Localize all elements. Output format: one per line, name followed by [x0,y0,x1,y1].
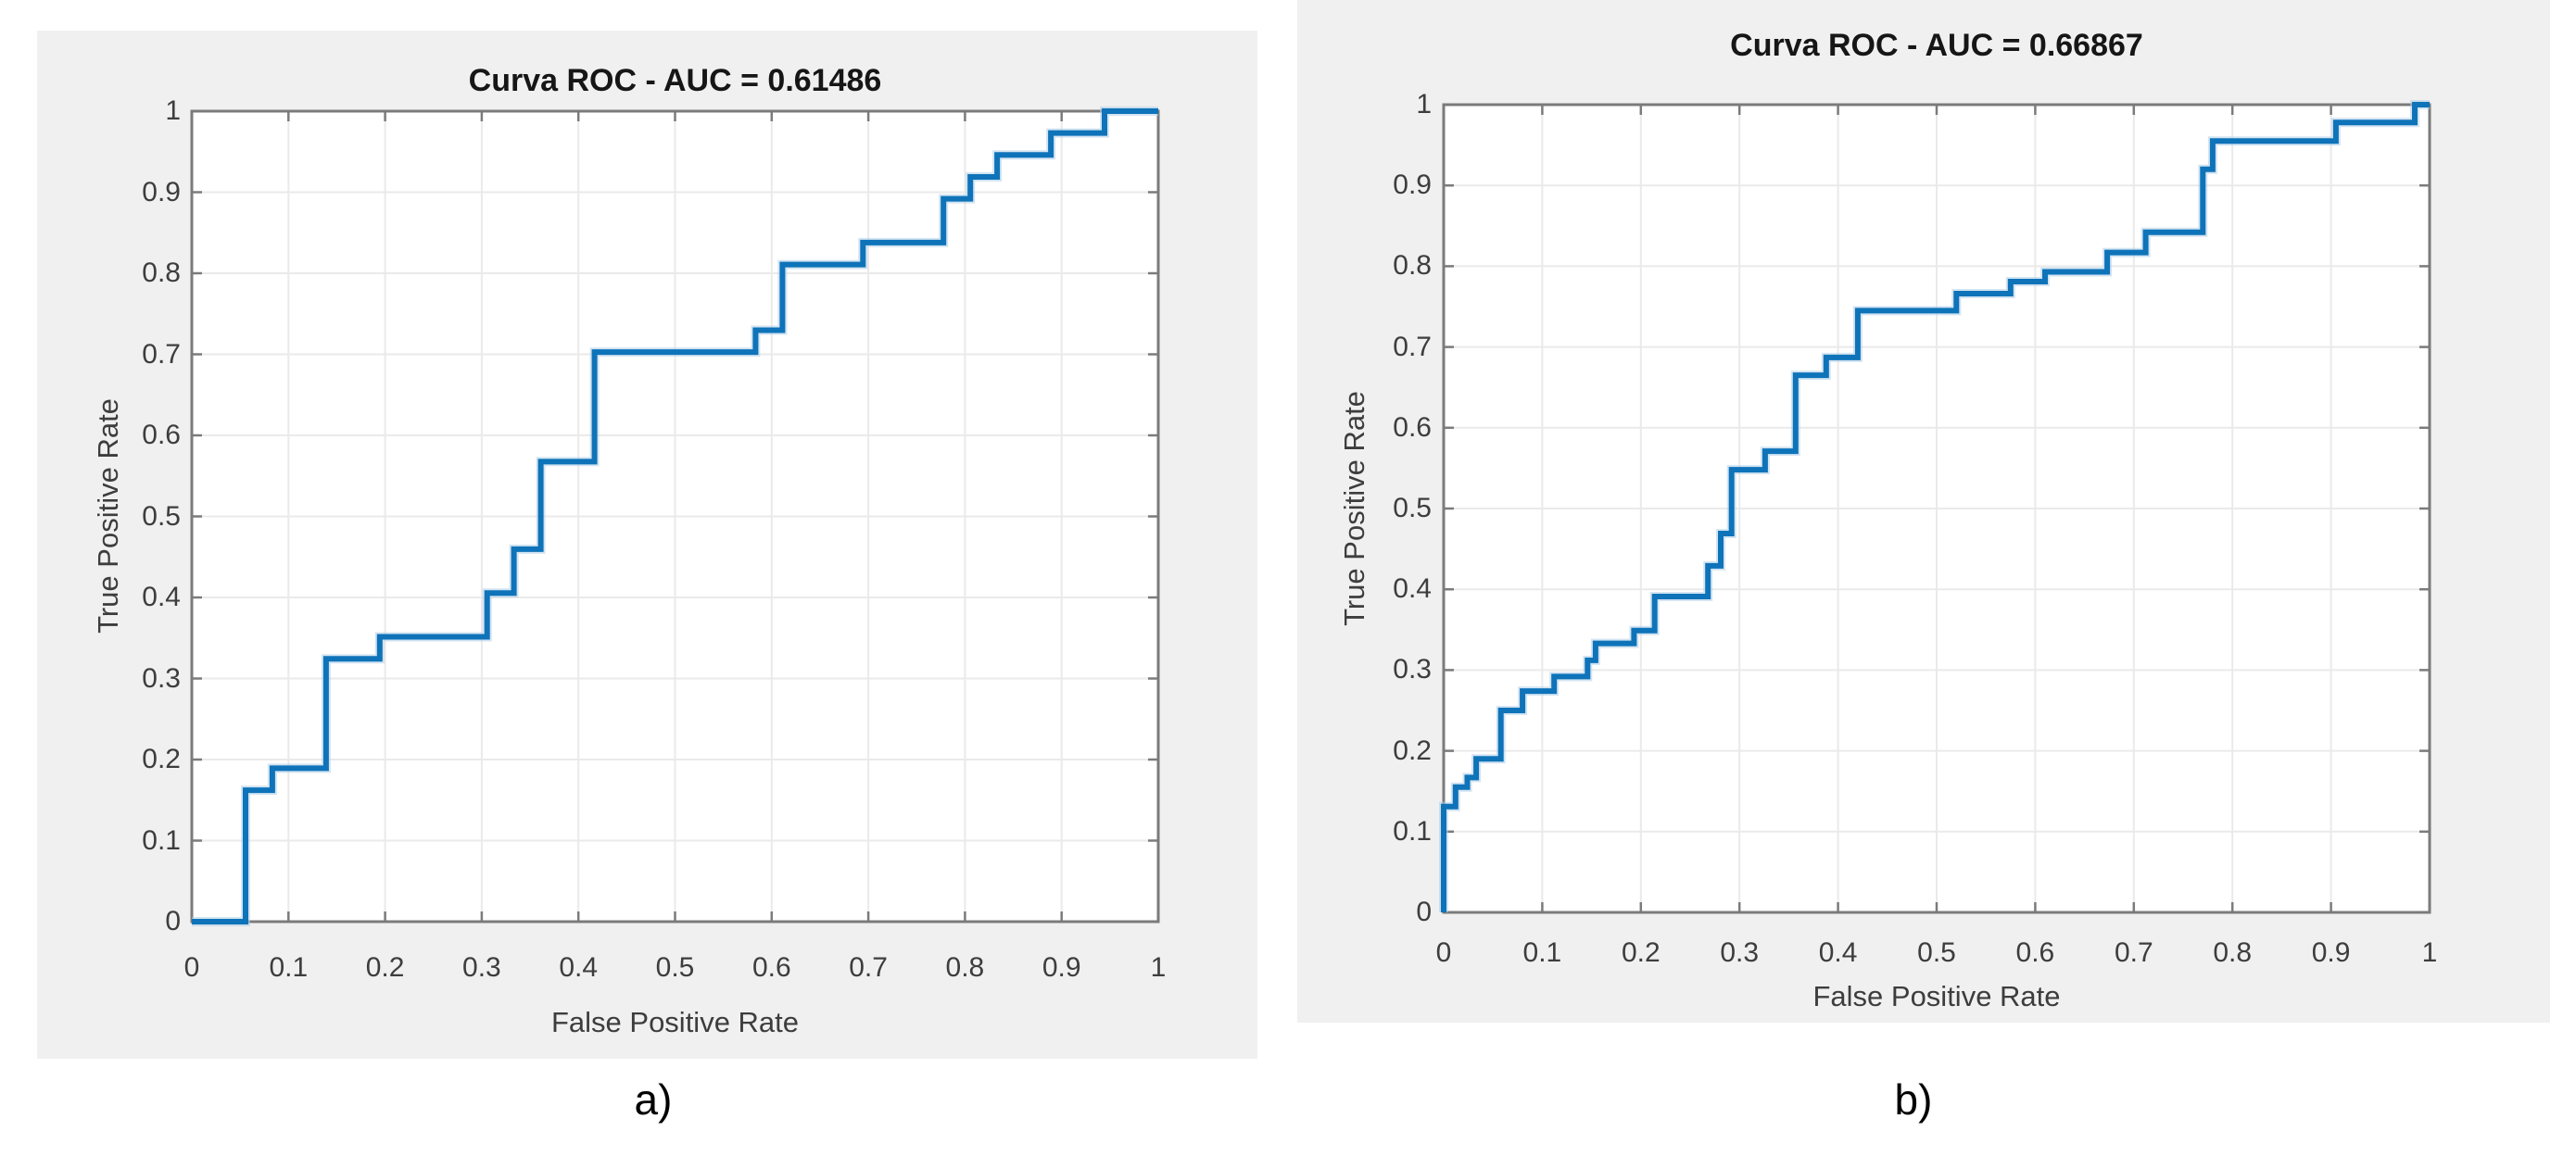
x-tick-label: 0 [183,952,200,983]
y-tick-label: 0 [165,906,181,936]
y-tick-label: 0.3 [142,662,181,694]
roc-curve [192,108,1158,924]
x-tick-label: 0.6 [751,952,791,983]
subfigure-label-b: b) [1894,1075,1933,1124]
y-tick-label: 0.9 [142,176,181,207]
y-tick-label: 0.8 [142,258,181,288]
y-tick-label: 0.2 [1393,735,1432,766]
x-tick-label: 0.8 [945,952,985,983]
x-tick-label: 0.8 [2213,937,2253,968]
x-tick-label: 0.9 [1042,952,1081,983]
x-tick-label: 1 [2421,937,2438,968]
x-tick-label: 0.5 [1917,937,1956,968]
y-tick-label: 0.3 [1393,654,1432,685]
roc-chart-b [1439,100,2431,914]
y-tick-label: 0.1 [142,824,181,856]
x-tick-label: 0.3 [1720,937,1760,968]
y-tick-label: 0.7 [142,338,181,370]
y-tick-label: 0.8 [1393,250,1432,282]
x-tick-label: 0.4 [559,952,599,983]
x-tick-label: 0.3 [462,952,501,983]
y-tick-label: 0.6 [1393,411,1432,443]
subfigure-label-a: a) [634,1075,673,1124]
x-tick-label: 0.6 [2015,937,2055,968]
x-tick-label: 1 [1150,952,1167,983]
y-tick-label: 0.1 [1393,815,1432,847]
roc-chart-a [190,107,1160,926]
x-tick-label: 0.5 [655,952,695,983]
figure-b-panel: Curva ROC - AUC = 0.66867 False Positive… [1297,0,2550,1023]
y-tick-label: 1 [1416,89,1432,119]
x-tick-label: 0.7 [849,952,888,983]
x-tick-label: 0 [1435,937,1452,968]
y-tick-label: 0.7 [1393,331,1432,362]
chart-title-a: Curva ROC - AUC = 0.61486 [468,63,882,98]
y-tick-label: 0.4 [142,582,181,612]
y-tick-label: 0.5 [142,500,181,532]
x-axis-label-b: False Positive Rate [1812,980,2061,1012]
x-tick-label: 0.9 [2311,937,2351,968]
y-tick-label: 0.9 [1393,170,1432,201]
y-tick-label: 0.2 [142,744,181,774]
y-tick-label: 1 [165,95,181,126]
x-tick-label: 0.1 [269,952,309,983]
x-tick-label: 0.7 [2114,937,2153,968]
x-tick-label: 0.4 [1818,937,1858,968]
y-tick-label: 0.4 [1393,573,1432,605]
figure-a-panel: Curva ROC - AUC = 0.61486 False Positive… [37,31,1257,1059]
y-tick-label: 0.6 [142,420,181,450]
x-tick-label: 0.2 [365,952,405,983]
y-tick-label: 0.5 [1393,493,1432,523]
x-axis-label-a: False Positive Rate [550,1006,800,1038]
chart-title-b: Curva ROC - AUC = 0.66867 [1730,28,2143,63]
x-tick-label: 0.1 [1522,937,1562,968]
x-tick-label: 0.2 [1621,937,1661,968]
roc-curve [1441,102,2430,912]
y-tick-label: 0 [1416,897,1432,927]
